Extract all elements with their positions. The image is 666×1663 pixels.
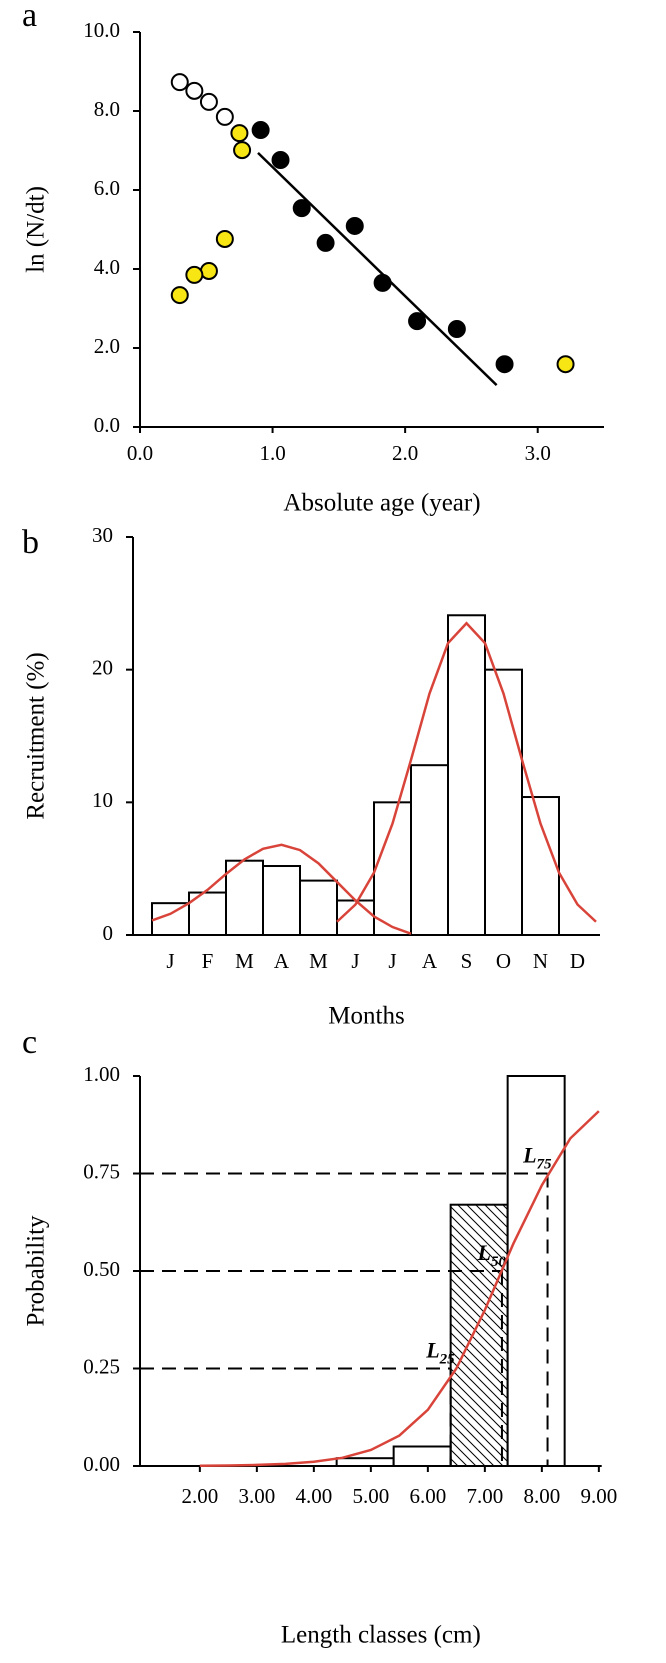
bar bbox=[262, 865, 301, 936]
y-axis-label: Recruitment (%) bbox=[23, 652, 50, 819]
point bbox=[199, 92, 218, 111]
line bbox=[199, 1110, 600, 1467]
y-tick-label: 10 bbox=[92, 788, 113, 812]
threshold-sub: 25 bbox=[439, 1352, 456, 1368]
x-tick-label: M bbox=[309, 949, 328, 973]
y-tick-label: 4.0 bbox=[94, 255, 120, 279]
y-axis-label: Probability bbox=[23, 1215, 50, 1327]
point bbox=[185, 81, 204, 100]
point bbox=[556, 355, 575, 374]
x-tick-label: J bbox=[166, 949, 174, 973]
x-tick-label: 5.00 bbox=[352, 1484, 389, 1508]
bar bbox=[449, 1203, 509, 1467]
y-tick-label: 1.00 bbox=[83, 1062, 120, 1086]
y-tick-label: 10.0 bbox=[83, 18, 120, 42]
point bbox=[495, 355, 514, 374]
x-tick-label: 1.0 bbox=[259, 441, 285, 465]
x-tick-label: J bbox=[388, 949, 396, 973]
bar bbox=[410, 764, 449, 936]
point bbox=[215, 229, 234, 248]
x-tick-label: 3.0 bbox=[525, 441, 551, 465]
y-tick-label: 8.0 bbox=[94, 97, 120, 121]
line bbox=[151, 843, 412, 935]
y-tick-label: 20 bbox=[92, 655, 113, 679]
x-tick-label: J bbox=[351, 949, 359, 973]
point bbox=[251, 120, 270, 139]
x-tick-label: D bbox=[570, 949, 585, 973]
x-tick-label: 3.00 bbox=[238, 1484, 275, 1508]
line bbox=[336, 621, 597, 923]
x-tick-label: 2.0 bbox=[392, 441, 418, 465]
x-tick-label: O bbox=[496, 949, 511, 973]
y-tick-label: 6.0 bbox=[94, 176, 120, 200]
threshold-sub: 75 bbox=[537, 1157, 553, 1173]
y-tick-label: 0.00 bbox=[83, 1452, 120, 1476]
point bbox=[271, 150, 290, 169]
point bbox=[373, 273, 392, 292]
x-tick-label: 7.00 bbox=[466, 1484, 503, 1508]
line bbox=[257, 151, 498, 387]
y-tick-label: 0.25 bbox=[83, 1354, 120, 1378]
point bbox=[233, 141, 252, 160]
x-tick-label: 2.00 bbox=[181, 1484, 218, 1508]
x-axis-label: Length classes (cm) bbox=[281, 1622, 481, 1649]
point bbox=[215, 107, 234, 126]
panel-label: a bbox=[22, 0, 37, 34]
threshold-name: L bbox=[522, 1143, 536, 1168]
y-tick-label: 30 bbox=[92, 523, 113, 547]
x-tick-label: 8.00 bbox=[523, 1484, 560, 1508]
x-tick-label: F bbox=[202, 949, 214, 973]
bar bbox=[484, 668, 523, 937]
x-axis-label: Months bbox=[328, 1003, 404, 1030]
x-axis-label: Absolute age (year) bbox=[283, 490, 480, 517]
point bbox=[170, 73, 189, 92]
x-tick-label: 9.00 bbox=[580, 1484, 617, 1508]
point bbox=[230, 124, 249, 143]
threshold-name: L bbox=[425, 1338, 439, 1363]
x-tick-label: 6.00 bbox=[409, 1484, 446, 1508]
point bbox=[408, 312, 427, 331]
y-tick-label: 0.50 bbox=[83, 1257, 120, 1281]
y-tick-label: 0.75 bbox=[83, 1159, 120, 1183]
point bbox=[199, 261, 218, 280]
point bbox=[292, 199, 311, 218]
x-tick-label: S bbox=[461, 949, 473, 973]
threshold-label: L75 bbox=[522, 1143, 552, 1173]
y-tick-label: 2.0 bbox=[94, 334, 120, 358]
panel-label: b bbox=[22, 524, 39, 561]
x-tick-label: 0.0 bbox=[127, 441, 153, 465]
point bbox=[316, 233, 335, 252]
bar bbox=[506, 1075, 566, 1467]
point bbox=[185, 265, 204, 284]
x-tick-label: 4.00 bbox=[295, 1484, 332, 1508]
point bbox=[345, 216, 364, 235]
y-axis-label: ln (N/dt) bbox=[23, 186, 50, 273]
y-tick-label: 0 bbox=[103, 921, 114, 945]
x-tick-label: N bbox=[533, 949, 548, 973]
y-tick-label: 0.0 bbox=[94, 413, 120, 437]
bar bbox=[447, 614, 486, 936]
bar bbox=[299, 879, 338, 937]
x-tick-label: M bbox=[235, 949, 254, 973]
point bbox=[170, 286, 189, 305]
bar bbox=[521, 796, 560, 936]
threshold-label: L25 bbox=[425, 1338, 455, 1368]
bar bbox=[225, 859, 264, 936]
threshold-name: L bbox=[476, 1240, 490, 1265]
panel-label: c bbox=[22, 1024, 37, 1061]
x-tick-label: A bbox=[274, 949, 290, 973]
x-tick-label: A bbox=[422, 949, 438, 973]
bar bbox=[335, 1457, 395, 1467]
point bbox=[447, 320, 466, 339]
bar bbox=[392, 1445, 452, 1467]
